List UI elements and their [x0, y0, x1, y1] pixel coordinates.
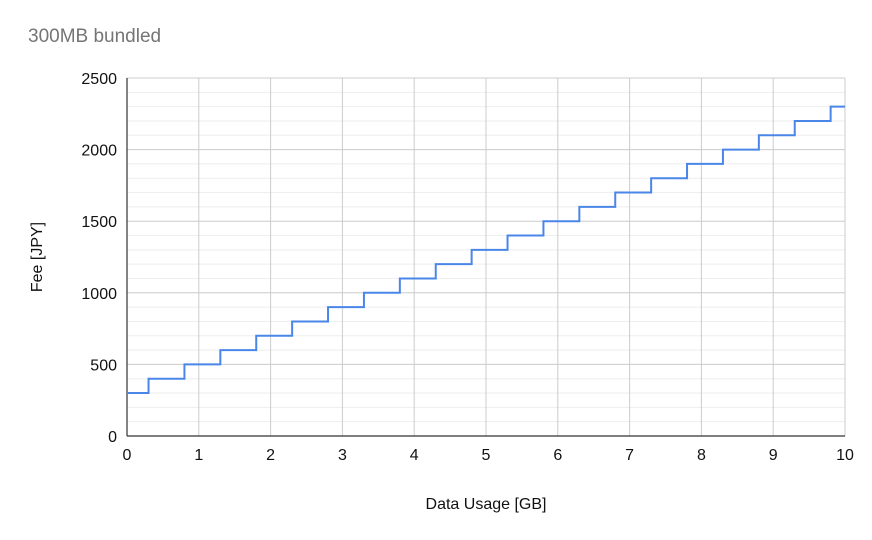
x-tick-label: 6: [553, 447, 562, 464]
x-tick-label: 0: [123, 447, 132, 464]
major-gridlines: [126, 77, 846, 437]
y-axis-label: Fee [JPY]: [29, 222, 46, 292]
y-tick-label: 500: [90, 357, 117, 374]
x-tick-label: 5: [482, 447, 491, 464]
chart-title: 300MB bundled: [28, 26, 162, 47]
x-tick-labels: 0 1 2 3 4 5 6 7 8 9 10: [123, 447, 854, 464]
x-tick-label: 2: [266, 447, 275, 464]
y-tick-labels: 0 500 1000 1500 2000 2500: [81, 71, 117, 446]
x-tick-label: 3: [338, 447, 347, 464]
x-tick-label: 7: [625, 447, 634, 464]
series-layer: [127, 105, 845, 395]
y-tick-label: 2500: [81, 71, 117, 88]
y-tick-label: 1000: [81, 286, 117, 303]
x-tick-label: 4: [410, 447, 419, 464]
y-tick-label: 1500: [81, 214, 117, 231]
x-axis-label: Data Usage [GB]: [426, 496, 547, 513]
y-tick-label: 0: [108, 429, 117, 446]
axes: [126, 78, 845, 437]
x-tick-label: 8: [697, 447, 706, 464]
x-tick-label: 9: [769, 447, 778, 464]
series-line: [127, 105, 845, 395]
y-tick-label: 2000: [81, 143, 117, 160]
x-tick-label: 10: [836, 447, 854, 464]
x-tick-label: 1: [194, 447, 203, 464]
